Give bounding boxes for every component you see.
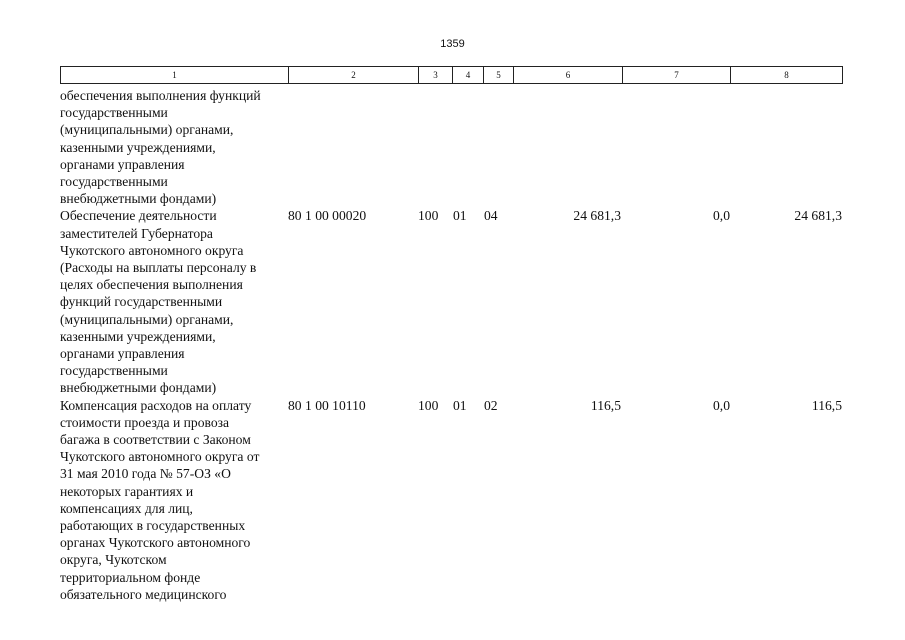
expense-type-code: 100 xyxy=(418,397,439,413)
target-article-code: 80 1 00 00020 xyxy=(288,208,367,224)
expense-type-code: 100 xyxy=(418,208,439,224)
description-line: государственными xyxy=(60,105,168,121)
description-line: обеспечения выполнения функций xyxy=(60,88,261,103)
subsection-code: 02 xyxy=(484,397,498,413)
description-line: государственными xyxy=(60,363,168,379)
table-body: обеспечения выполнения функций государст… xyxy=(60,87,842,603)
description-line: государственными xyxy=(60,174,168,190)
description-line: заместителей Губернатора xyxy=(60,225,213,241)
description-line: Чукотского автономного округа xyxy=(60,242,244,258)
description-line: внебюджетными фондами) xyxy=(60,191,217,207)
table-row: Обеспечение деятельности заместителей Гу… xyxy=(60,207,842,396)
row-description: Обеспечение деятельности заместителей Гу… xyxy=(60,207,288,396)
description-line: органах Чукотского автономного xyxy=(60,535,251,551)
description-line: (муниципальными) органами, xyxy=(60,311,234,327)
column-header-5: 5 xyxy=(483,66,514,84)
page-number: 1359 xyxy=(440,38,465,50)
description-line: органами управления xyxy=(60,156,185,172)
description-line: Компенсация расходов на оплату xyxy=(60,397,252,413)
column-header-2: 2 xyxy=(288,66,419,84)
description-line: Обеспечение деятельности xyxy=(60,208,217,224)
description-line: внебюджетными фондами) xyxy=(60,380,217,396)
description-line: 31 мая 2010 года № 57-ОЗ «О xyxy=(60,466,231,482)
column-header-4: 4 xyxy=(452,66,484,84)
description-line: функций государственными xyxy=(60,294,223,310)
amount-column-7: 0,0 xyxy=(713,397,730,413)
amount-column-7: 0,0 xyxy=(713,208,730,224)
column-header-6: 6 xyxy=(513,66,623,84)
description-line: органами управления xyxy=(60,346,185,362)
amount-column-6: 116,5 xyxy=(590,397,621,413)
description-line: стоимости проезда и провоза xyxy=(60,414,230,430)
description-line: (муниципальными) органами, xyxy=(60,122,234,138)
description-line: (Расходы на выплаты персоналу в xyxy=(60,260,257,276)
target-article-code: 80 1 00 10110 xyxy=(288,397,366,413)
column-header-1: 1 xyxy=(60,66,289,84)
column-header-7: 7 xyxy=(622,66,731,84)
subsection-code: 04 xyxy=(484,208,498,224)
description-line: территориальном фонде xyxy=(60,569,201,585)
column-header-table: 1 2 3 4 5 6 7 8 xyxy=(60,66,843,84)
description-line: Чукотского автономного округа от xyxy=(60,449,260,465)
description-line: целях обеспечения выполнения xyxy=(60,277,243,293)
amount-column-6: 24 681,3 xyxy=(573,208,621,224)
column-header-8: 8 xyxy=(730,66,843,84)
table-row: обеспечения выполнения функций государст… xyxy=(60,87,842,207)
section-code: 01 xyxy=(453,208,467,224)
description-line: казенными учреждениями, xyxy=(60,139,216,155)
description-line: некоторых гарантиях и xyxy=(60,483,194,499)
description-line: обязательного медицинского xyxy=(60,586,227,602)
amount-column-8: 116,5 xyxy=(811,397,842,413)
table-row: Компенсация расходов на оплату стоимости… xyxy=(60,397,842,603)
description-line: компенсациях для лиц, xyxy=(60,500,193,516)
row-description: Компенсация расходов на оплату стоимости… xyxy=(60,397,288,603)
amount-column-8: 24 681,3 xyxy=(794,208,842,224)
section-code: 01 xyxy=(453,397,467,413)
description-line: казенными учреждениями, xyxy=(60,328,216,344)
description-line: работающих в государственных xyxy=(60,518,246,534)
description-line: округа, Чукотском xyxy=(60,552,167,568)
row-description: обеспечения выполнения функций государст… xyxy=(60,87,288,207)
column-header-3: 3 xyxy=(418,66,453,84)
description-line: багажа в соответствии с Законом xyxy=(60,432,251,448)
